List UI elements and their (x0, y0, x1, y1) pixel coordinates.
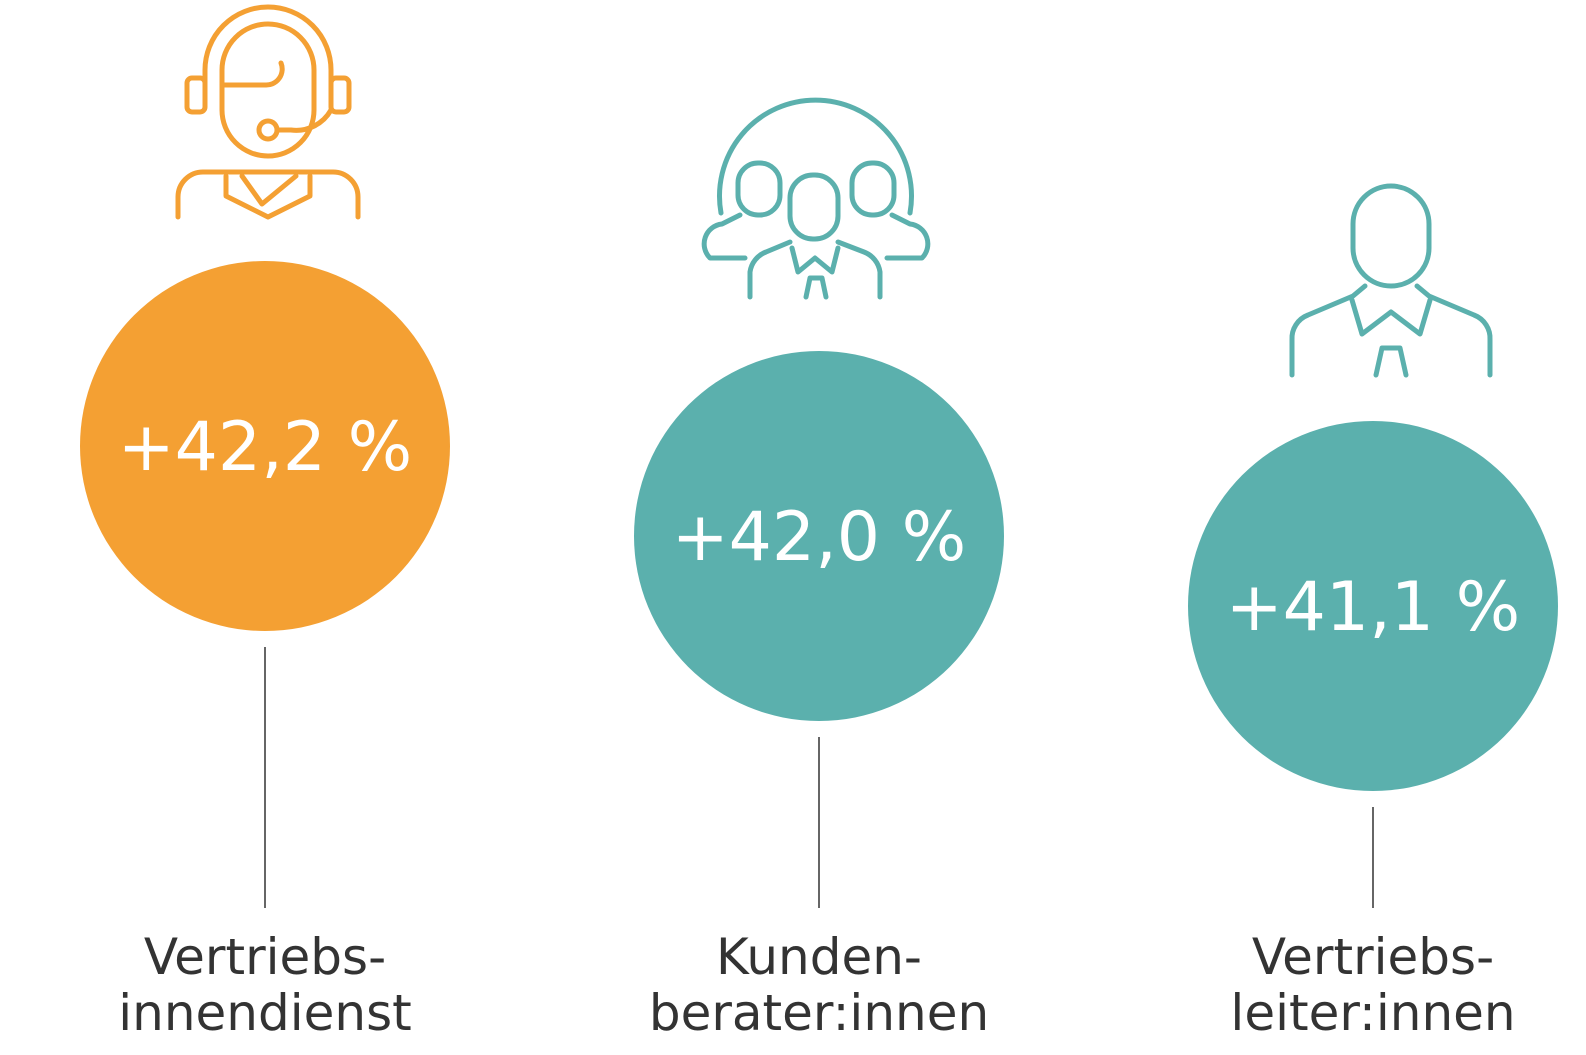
circle (1188, 421, 1558, 791)
label: berater:innen (649, 984, 989, 1042)
value: +42,2 % (118, 408, 413, 487)
circle (634, 351, 1004, 721)
value: +41,1 % (1226, 568, 1521, 647)
circle (80, 261, 450, 631)
value: +42,0 % (672, 498, 967, 577)
manager-icon (1289, 183, 1493, 378)
label: leiter:innen (1230, 984, 1515, 1042)
label: Kunden- (716, 928, 922, 986)
team-icon (701, 97, 931, 300)
label: innendienst (118, 984, 411, 1042)
label: Vertriebs- (1252, 928, 1494, 986)
headset-icon (175, 4, 361, 220)
label: Vertriebs- (144, 928, 386, 986)
